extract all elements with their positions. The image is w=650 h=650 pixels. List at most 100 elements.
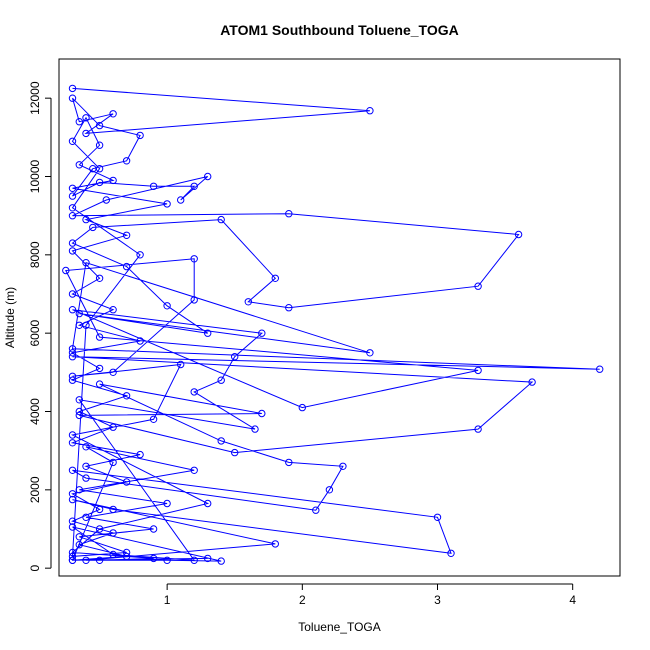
data-point	[122, 231, 131, 240]
data-point	[258, 329, 266, 337]
data-point	[285, 210, 293, 218]
data-point	[95, 380, 104, 388]
data-point	[82, 474, 90, 482]
data-point	[75, 411, 84, 420]
y-tick-label: 2000	[28, 476, 42, 503]
data-point	[68, 439, 77, 447]
data-point	[109, 423, 117, 431]
data-point	[109, 550, 117, 559]
data-point	[75, 321, 84, 329]
data-point	[528, 378, 536, 386]
data-point	[190, 466, 198, 474]
data-point	[244, 298, 253, 306]
data-point	[190, 388, 198, 396]
x-axis: 1 2 3 4	[164, 583, 576, 607]
data-point	[204, 499, 212, 508]
data-point	[204, 554, 212, 563]
data-point	[109, 368, 117, 376]
data-point	[204, 172, 212, 181]
data-point	[163, 499, 171, 508]
data-point	[95, 525, 104, 533]
data-point	[68, 192, 77, 200]
data-point	[68, 353, 77, 361]
data-point	[474, 282, 482, 290]
data-point	[68, 349, 77, 357]
data-point	[136, 337, 144, 345]
data-point	[75, 407, 84, 416]
data-point	[95, 165, 104, 173]
data-point	[122, 262, 131, 271]
data-point	[68, 523, 77, 531]
data-point	[68, 556, 77, 564]
y-axis: 0 2000 4000 6000 8000 10000 12000	[28, 81, 52, 572]
data-point	[68, 517, 77, 525]
data-point	[136, 251, 144, 259]
data-point	[258, 409, 266, 418]
data-point	[109, 505, 117, 514]
series-layer	[62, 84, 604, 565]
data-point	[231, 448, 239, 457]
data-point	[149, 525, 158, 533]
plot-frame	[58, 58, 621, 577]
data-point	[163, 302, 171, 310]
data-point	[190, 255, 198, 263]
data-point	[68, 239, 77, 247]
data-point	[514, 230, 523, 239]
data-point	[82, 259, 90, 267]
data-point	[298, 403, 306, 412]
data-point	[339, 462, 347, 470]
data-point	[82, 513, 90, 521]
data-point	[177, 196, 185, 204]
data-point	[95, 141, 104, 149]
y-axis-label: Altitude (m)	[3, 287, 17, 348]
data-point	[68, 345, 77, 353]
data-point	[75, 533, 84, 541]
data-point	[89, 223, 97, 232]
data-point	[75, 541, 84, 549]
data-point	[95, 364, 104, 373]
data-point	[177, 360, 185, 369]
data-point	[75, 396, 84, 404]
data-point	[596, 365, 604, 373]
y-tick-label: 8000	[28, 241, 42, 268]
data-point	[163, 200, 171, 208]
data-point	[95, 274, 104, 282]
data-point	[68, 548, 77, 557]
x-tick-label: 3	[434, 593, 441, 607]
data-point	[190, 296, 198, 304]
x-tick-label: 4	[569, 593, 576, 607]
data-point	[102, 196, 111, 204]
data-point	[68, 495, 77, 504]
data-point	[82, 114, 90, 122]
data-point	[68, 84, 77, 93]
data-point	[122, 552, 131, 561]
data-point	[68, 376, 77, 384]
data-point	[474, 425, 482, 433]
data-point	[136, 450, 144, 459]
data-point	[75, 309, 84, 318]
y-tick-label: 6000	[28, 319, 42, 346]
data-point	[95, 333, 104, 341]
data-point	[474, 366, 482, 375]
data-point	[271, 540, 279, 548]
data-point	[82, 215, 90, 224]
data-point	[68, 490, 77, 498]
data-point	[95, 178, 104, 187]
data-point	[122, 478, 131, 486]
data-point	[82, 556, 90, 564]
data-point	[68, 184, 77, 193]
data-point	[122, 157, 131, 165]
data-point	[122, 392, 131, 400]
data-point	[285, 304, 293, 312]
data-point	[109, 110, 117, 118]
data-point	[68, 94, 77, 102]
y-tick-label: 10000	[28, 159, 42, 193]
data-point	[62, 266, 70, 275]
data-point	[217, 376, 225, 384]
y-tick-label: 0	[28, 565, 42, 572]
data-point	[312, 506, 320, 514]
data-point	[122, 548, 131, 557]
data-point	[149, 415, 158, 423]
data-point	[366, 107, 374, 115]
